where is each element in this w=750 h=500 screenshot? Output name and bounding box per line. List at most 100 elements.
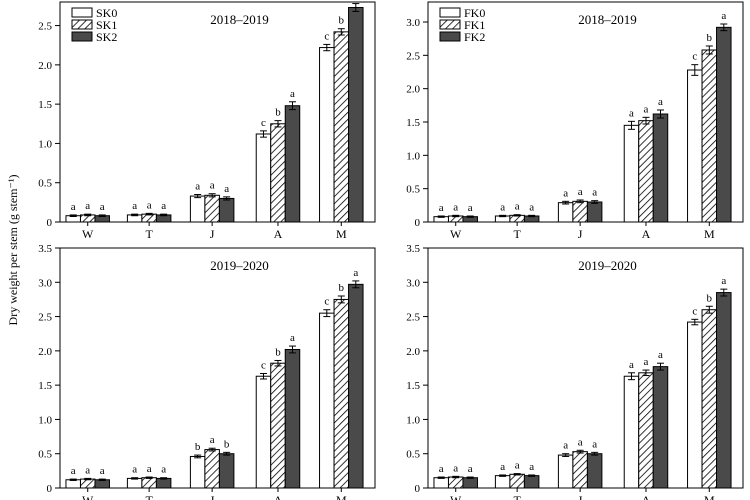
y-tick-label: 2.0 [406, 84, 420, 96]
significance-label: a [644, 103, 649, 115]
significance-label: a [85, 200, 90, 212]
legend-label: SK0 [96, 6, 117, 20]
bar-sk0 [319, 312, 335, 489]
bar-fk2 [462, 477, 478, 489]
significance-label: a [658, 349, 663, 361]
significance-label: a [161, 200, 166, 212]
significance-label: a [721, 275, 726, 287]
bar-sk2 [284, 105, 301, 223]
y-tick-label: 3.5 [406, 243, 420, 255]
significance-label: a [578, 186, 583, 198]
significance-label: a [353, 267, 358, 279]
significance-label: a [439, 463, 444, 475]
bar-fk0 [623, 375, 640, 489]
bar-fk2 [586, 201, 603, 223]
y-tick-label: 0.5 [406, 449, 420, 461]
significance-label: a [353, 0, 358, 2]
panel-title: 2018–2019 [210, 12, 269, 27]
bar-sk0 [255, 375, 272, 489]
y-tick-label: 2.0 [406, 346, 420, 358]
bar-sk1 [270, 123, 286, 223]
significance-label: a [132, 464, 137, 476]
significance-label: c [324, 30, 329, 42]
bar-fk1 [509, 473, 525, 489]
bar-fk2 [716, 292, 732, 489]
bar-fk1 [638, 372, 654, 489]
bar-sk0 [189, 195, 206, 223]
legend-label: FK1 [464, 18, 485, 32]
x-tick-label: W [82, 493, 94, 500]
y-tick-label: 1.5 [406, 117, 420, 129]
bar-fk1 [701, 49, 718, 223]
bar-fk0 [623, 124, 640, 223]
y-tick-label: 3.0 [406, 17, 420, 29]
bar-sk2 [218, 453, 235, 489]
significance-label: b [275, 107, 281, 119]
bar-fk2 [523, 475, 540, 489]
x-tick-label: M [704, 493, 715, 500]
y-tick-label: 0 [47, 483, 53, 495]
x-tick-label: T [145, 493, 153, 500]
y-tick-label: 0 [47, 217, 53, 229]
significance-label: a [210, 180, 215, 192]
legend-label: SK1 [96, 18, 117, 32]
y-tick-label: 1.5 [406, 380, 420, 392]
bar-fk2 [586, 453, 603, 489]
significance-label: c [261, 359, 266, 371]
bar-fk2 [652, 366, 669, 489]
y-tick-label: 0 [415, 483, 421, 495]
legend-label: FK2 [464, 30, 485, 44]
significance-label: a [132, 200, 137, 212]
bar-sk2 [284, 348, 301, 489]
significance-label: a [161, 464, 166, 476]
significance-label: a [100, 201, 105, 213]
bar-sk1 [270, 362, 286, 489]
bar-fk0 [433, 477, 449, 489]
significance-label: a [453, 462, 458, 474]
significance-label: c [324, 296, 329, 308]
significance-label: a [721, 10, 726, 22]
bar-fk2 [652, 113, 669, 223]
y-axis-label: Dry weight per stem (g stem⁻¹) [6, 175, 20, 326]
bar-sk2 [94, 479, 110, 489]
significance-label: a [529, 201, 534, 213]
x-tick-label: A [274, 227, 283, 241]
significance-label: a [468, 202, 473, 214]
y-tick-label: 0.5 [406, 184, 420, 196]
bar-sk2 [348, 283, 364, 489]
legend-swatch [439, 19, 461, 30]
significance-label: c [692, 305, 697, 317]
significance-label: a [644, 356, 649, 368]
legend-swatch [71, 7, 93, 18]
bar-sk0 [319, 47, 335, 223]
significance-label: a [147, 199, 152, 211]
significance-label: a [629, 359, 634, 371]
bar-sk1 [333, 298, 350, 489]
significance-label: a [500, 201, 505, 213]
bar-sk0 [255, 133, 272, 223]
bar-fk2 [716, 26, 732, 223]
bar-fk0 [687, 321, 703, 489]
significance-label: a [629, 107, 634, 119]
bar-sk0 [65, 479, 81, 489]
legend-label: FK0 [464, 6, 485, 20]
y-tick-label: 3.0 [406, 277, 420, 289]
significance-label: a [515, 201, 520, 213]
bar-sk0 [189, 455, 206, 489]
significance-label: a [210, 434, 215, 446]
x-tick-label: W [82, 227, 94, 241]
bar-fk0 [494, 475, 511, 489]
x-tick-label: M [704, 227, 715, 241]
bar-fk1 [638, 120, 654, 223]
bar-sk1 [79, 478, 96, 489]
significance-label: a [578, 436, 583, 448]
y-tick-label: 1.0 [38, 138, 52, 150]
x-tick-label: T [513, 227, 521, 241]
panel-title: 2019–2020 [578, 258, 637, 273]
significance-label: b [339, 15, 345, 27]
legend-swatch [439, 31, 461, 42]
y-tick-label: 3.0 [38, 277, 52, 289]
